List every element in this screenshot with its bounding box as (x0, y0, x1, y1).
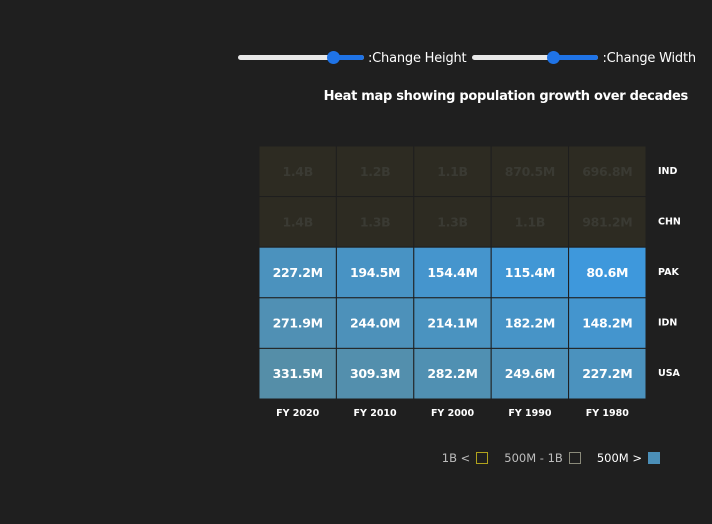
legend-label: 500M > (596, 451, 642, 465)
y-axis-label-usa: USA (658, 368, 681, 379)
heatmap-cell-label: 282.2M (427, 366, 477, 381)
x-axis-label: FY 2000 (431, 408, 475, 419)
heatmap-cell-chn-2[interactable] (413, 196, 492, 248)
heatmap-cell-chn-1[interactable] (335, 196, 415, 248)
heatmap-cell-label: 115.4M (505, 265, 555, 280)
heatmap-cell-label: 182.2M (505, 316, 555, 331)
heatmap-cell-idn-0[interactable] (258, 297, 337, 349)
slider-controls: :Change Height :Change Width (236, 47, 696, 69)
width-slider-fill (550, 55, 599, 60)
height-slider-label: :Change Height (368, 50, 467, 66)
heatmap-cell-label: 1.3B (360, 214, 390, 229)
legend-item[interactable]: 1B < (442, 451, 489, 465)
heatmap-cell-label: 981.2M (582, 214, 632, 229)
heatmap-cell-label: 271.9M (273, 316, 323, 331)
width-slider-thumb[interactable] (546, 51, 560, 64)
height-slider-thumb[interactable] (327, 51, 341, 64)
heatmap-cell-usa-0[interactable] (258, 347, 337, 400)
heatmap-cell-label: 1.4B (282, 164, 312, 179)
height-slider-fill (331, 55, 364, 60)
height-slider[interactable] (236, 47, 366, 69)
heatmap-cell-chn-4[interactable] (568, 196, 647, 248)
width-slider-label: :Change Width (602, 50, 696, 66)
heatmap-cell-ind-4[interactable] (568, 145, 647, 198)
legend-swatch (648, 452, 660, 464)
heatmap-cell-label: 194.5M (350, 265, 400, 280)
heatmap-cell-label: 1.1B (515, 214, 545, 229)
heatmap-cell-label: 148.2M (582, 316, 632, 331)
legend: 1B < 500M - 1B 500M > (442, 451, 660, 465)
heatmap-cell-label: 80.6M (586, 265, 628, 280)
legend-label: 1B < (441, 451, 471, 465)
heatmap-cell-usa-2[interactable] (413, 347, 492, 400)
heatmap-cell-label: 249.6M (505, 366, 555, 381)
heatmap-cell-label: 309.3M (350, 366, 400, 381)
legend-label: 500M - 1B (504, 451, 563, 465)
x-axis-label: FY 2010 (354, 408, 398, 419)
heatmap-cell-pak-1[interactable] (335, 246, 415, 299)
legend-item[interactable]: 500M > (597, 451, 660, 465)
heatmap-cell-usa-3[interactable] (490, 347, 570, 400)
width-slider[interactable] (470, 47, 600, 69)
legend-item[interactable]: 500M - 1B (504, 451, 581, 465)
heatmap-cell-pak-2[interactable] (413, 246, 492, 299)
y-axis-label-ind: IND (658, 166, 677, 177)
heatmap-cell-label: 1.3B (437, 214, 467, 229)
heatmap-cell-label: 214.1M (427, 316, 477, 331)
heatmap-cell-pak-0[interactable] (258, 246, 337, 299)
x-axis-label: FY 1980 (586, 408, 630, 419)
heatmap-cell-label: 1.4B (282, 214, 312, 229)
legend-swatch (476, 452, 489, 464)
heatmap-cell-label: 227.2M (273, 265, 323, 280)
heatmap-cell-label: 870.5M (505, 164, 555, 179)
y-axis-label-idn: IDN (658, 318, 677, 329)
heatmap-cell-label: 696.8M (582, 164, 632, 179)
heatmap-cell-idn-1[interactable] (335, 297, 415, 349)
heatmap-cell-idn-4[interactable] (568, 297, 647, 349)
heatmap-cell-usa-1[interactable] (335, 347, 415, 400)
y-axis-label-chn: CHN (658, 216, 681, 227)
legend-swatch (568, 452, 581, 464)
chart-title: Heat map showing population growth over … (323, 89, 689, 104)
heatmap-cell-ind-3[interactable] (490, 145, 570, 198)
heatmap-cell-label: 331.5M (273, 366, 323, 381)
heatmap-cell-label: 154.4M (427, 265, 477, 280)
heatmap-cell-label: 227.2M (582, 366, 632, 381)
x-axis-label: FY 1990 (508, 408, 552, 419)
height-slider-track[interactable] (238, 55, 364, 60)
y-axis-label-pak: PAK (658, 267, 679, 278)
heatmap-cell-chn-3[interactable] (490, 196, 570, 248)
x-axis-label: FY 2020 (276, 408, 320, 419)
heatmap-cell-usa-4[interactable] (568, 347, 647, 400)
width-slider-track[interactable] (472, 55, 599, 60)
heatmap-cell-label: 244.0M (350, 316, 400, 331)
heatmap-cell-label: 1.1B (437, 164, 467, 179)
heatmap-cell-label: 1.2B (360, 164, 390, 179)
